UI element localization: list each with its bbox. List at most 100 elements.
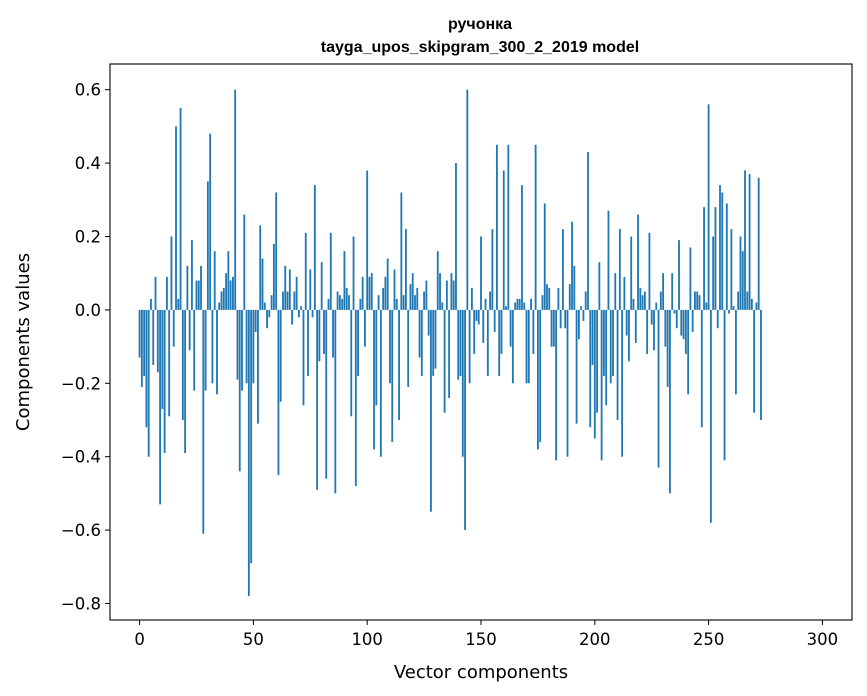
bar-component-175	[536, 309, 539, 450]
bar-component-1	[140, 309, 143, 387]
bar-component-5	[150, 298, 152, 310]
x-tick-label-100: 100	[351, 630, 383, 649]
bar-component-50	[252, 309, 255, 384]
bar-component-78	[316, 309, 319, 490]
bar-component-158	[498, 309, 501, 376]
bar-component-9	[159, 309, 161, 505]
plot-frame	[109, 63, 853, 621]
bar-component-191	[573, 265, 576, 310]
bar-component-162	[507, 144, 510, 310]
bar-component-216	[630, 236, 633, 310]
bar-component-241	[687, 309, 690, 395]
bar-component-45	[241, 309, 243, 391]
bar-component-18	[179, 108, 182, 310]
bar-component-104	[375, 309, 378, 406]
bar-component-20	[184, 309, 187, 454]
bar-component-140	[457, 309, 460, 380]
bar-component-200	[593, 309, 596, 439]
bar-component-59	[272, 243, 275, 310]
y-tick-label-0: −0.8	[61, 594, 101, 613]
bar-component-174	[534, 144, 537, 310]
bar-component-232	[666, 309, 669, 387]
bar-component-42	[234, 89, 237, 310]
bar-component-219	[637, 214, 639, 310]
tick-labels: 0 50 100 150 200 250 300 −0.8 −0.6 −0.4 −0.2 0.0 0.2…	[61, 81, 838, 649]
bar-component-56	[266, 309, 268, 329]
bar-component-128	[430, 309, 432, 512]
bar-component-133	[441, 302, 444, 310]
bar-component-237	[678, 240, 680, 310]
bar-component-109	[386, 258, 389, 310]
bar-component-119	[409, 284, 412, 310]
bar-component-180	[548, 287, 551, 310]
bar-component-172	[530, 298, 532, 310]
bar-component-135	[445, 280, 448, 310]
bar-component-167	[518, 298, 521, 310]
bar-component-264	[739, 236, 742, 310]
bar-component-93	[350, 309, 353, 417]
bar-component-187	[564, 309, 567, 329]
bar-component-186	[562, 229, 564, 310]
bar-component-147	[473, 309, 476, 354]
bar-component-262	[735, 309, 737, 395]
bar-component-179	[546, 284, 548, 310]
bar-component-141	[459, 309, 462, 376]
bar-component-57	[268, 309, 271, 318]
bar-component-108	[384, 276, 387, 310]
bar-component-71	[300, 306, 303, 310]
bar-component-110	[389, 309, 391, 384]
bar-component-64	[284, 265, 287, 310]
bar-component-55	[263, 302, 266, 310]
bar-component-213	[623, 276, 626, 310]
bar-component-39	[227, 251, 230, 310]
bar-component-41	[232, 276, 234, 310]
x-tick-label-250: 250	[693, 630, 725, 649]
bar-component-157	[496, 144, 498, 310]
bar-component-225	[650, 309, 653, 325]
bar-component-29	[204, 309, 207, 391]
bar-component-15	[172, 309, 175, 347]
bar-component-40	[229, 280, 232, 310]
bar-component-223	[646, 309, 649, 354]
bar-component-143	[464, 309, 466, 531]
bar-component-258	[725, 203, 728, 310]
bar-component-239	[682, 309, 685, 340]
bar-component-125	[423, 291, 426, 310]
bar-component-66	[288, 269, 291, 310]
bar-component-61	[277, 309, 280, 476]
bar-component-178	[543, 203, 546, 310]
bar-component-60	[275, 192, 278, 310]
bar-component-240	[684, 309, 687, 354]
bar-component-224	[648, 232, 651, 310]
bar-component-49	[250, 309, 253, 564]
bar-component-30	[206, 181, 209, 310]
bar-component-13	[168, 309, 171, 417]
bar-component-203	[600, 309, 603, 461]
bar-component-266	[744, 170, 746, 310]
bar-component-11	[163, 309, 166, 454]
bar-component-248	[703, 207, 705, 310]
bar-component-189	[568, 284, 571, 310]
bar-component-21	[186, 265, 189, 310]
bar-component-123	[418, 309, 421, 358]
bar-component-139	[455, 163, 457, 310]
bar-component-261	[732, 306, 735, 310]
bar-component-121	[414, 295, 416, 310]
bar-component-105	[377, 295, 380, 310]
bar-component-126	[425, 280, 428, 310]
bar-component-221	[641, 295, 644, 310]
bar-component-182	[552, 309, 555, 347]
bar-component-222	[643, 291, 646, 310]
bar-component-4	[147, 309, 150, 457]
bar-component-263	[737, 291, 740, 310]
bar-component-102	[370, 273, 373, 310]
bar-component-131	[436, 251, 439, 310]
bar-component-130	[434, 309, 437, 369]
bar-component-148	[475, 309, 478, 321]
bar-component-8	[156, 309, 159, 373]
bar-component-75	[309, 269, 312, 310]
bar-component-201	[596, 309, 598, 413]
x-tick-label-300: 300	[807, 630, 839, 649]
bar-component-91	[345, 287, 348, 310]
